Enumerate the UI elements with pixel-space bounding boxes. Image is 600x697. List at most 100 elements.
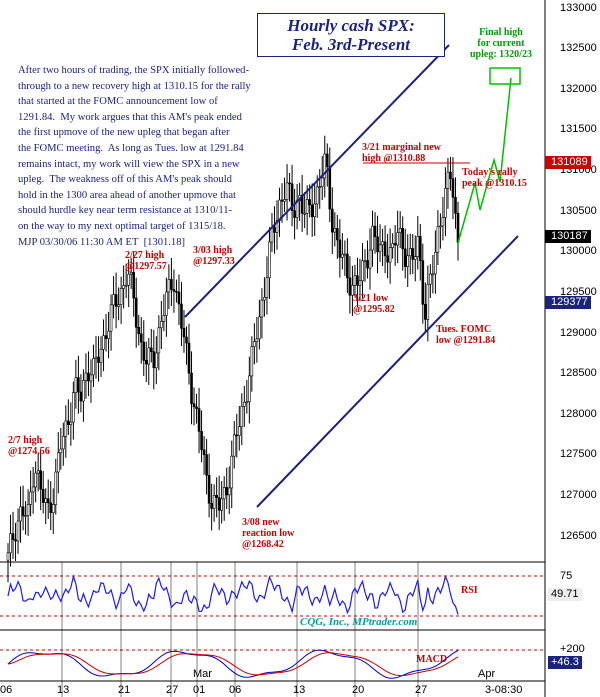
candle-body [152,351,156,369]
candle-body [122,285,125,289]
candle [220,481,223,524]
candle-body [421,260,425,305]
candle-body [426,283,430,320]
candle [162,294,166,332]
chart-credit: CQG, Inc., MPtrader.com [300,616,418,628]
candle-body [192,403,196,408]
candle-body [323,153,327,179]
rsi-level-high: 75 [560,570,573,582]
candle-body [39,470,42,490]
candle [139,316,143,364]
candle [348,256,352,314]
annotation-mar8-low: 3/08 new reaction low @1268.42 [242,517,295,550]
marker-current [545,230,549,243]
candle-body [308,199,311,206]
candle-body [439,225,442,228]
candle [401,216,404,271]
candle-body [109,304,113,332]
candle-body [275,220,279,233]
candle-body [102,335,105,350]
candle [72,381,75,440]
candle-body [393,243,397,246]
chart-title: Hourly cash SPX: [287,16,415,35]
y-tick-label: 132500 [560,42,597,54]
rsi-panel [7,574,459,615]
candle-body [129,272,133,275]
candle [225,467,229,510]
candle-body [341,253,344,258]
candle [107,311,110,359]
candle [305,185,309,236]
candle [336,215,339,259]
candle-body [212,494,216,509]
candle-body [378,244,382,253]
candle-body [358,280,362,286]
candle-body [381,241,384,246]
candle [44,488,48,525]
candle [119,276,123,324]
candle-body [9,533,12,554]
candle [454,177,457,229]
candle-body [170,279,173,290]
candle [56,432,60,494]
candle-body [119,288,123,305]
candle [16,508,20,554]
x-tick-label: 21 [118,684,131,696]
candle [444,167,447,237]
candle [265,256,269,315]
candle [283,177,286,213]
macd-value-box: +46.3 [548,656,582,669]
candle-body [411,248,415,260]
candle-body [69,421,73,425]
candle [97,336,100,382]
candle-body [444,188,447,218]
candle-body [177,291,181,305]
analyst-commentary: After two hours of trading, the SPX init… [18,65,251,248]
candle-body [51,504,55,513]
candle [182,309,186,353]
candle [29,470,32,517]
price-markers [545,156,549,309]
candle-body [19,506,22,522]
candle [11,511,15,560]
candle [89,359,93,403]
candle-body [368,249,372,269]
candle-body [336,227,339,241]
candle [376,215,379,274]
candle [92,344,95,388]
candle-body [418,236,422,261]
candle-body [207,474,211,504]
candle [124,263,128,299]
rsi-line [7,574,459,615]
candle-body [205,454,208,476]
candle [6,543,10,583]
candle [358,258,362,302]
candle [217,475,221,530]
candle-body [202,449,206,455]
candle-body [318,186,322,188]
candle [165,277,168,337]
candle [393,225,397,266]
candle [456,201,460,261]
candle [205,438,208,495]
candle [449,156,452,191]
candle-body [288,182,291,185]
candle [185,326,188,365]
candle [69,402,73,446]
candle-body [41,488,45,503]
candle-body [373,225,377,238]
candle [170,257,173,307]
candle [232,421,236,469]
marker-low [545,296,549,309]
candle-body [200,431,203,451]
candle [147,338,151,385]
candle-body [376,236,379,253]
candle-body [386,255,389,263]
candle-body [346,253,349,279]
candle [41,470,45,514]
candle-body [388,247,392,263]
candle-body [230,455,234,489]
candle [396,210,399,264]
candle [87,351,90,397]
y-tick-label: 130500 [560,205,597,217]
